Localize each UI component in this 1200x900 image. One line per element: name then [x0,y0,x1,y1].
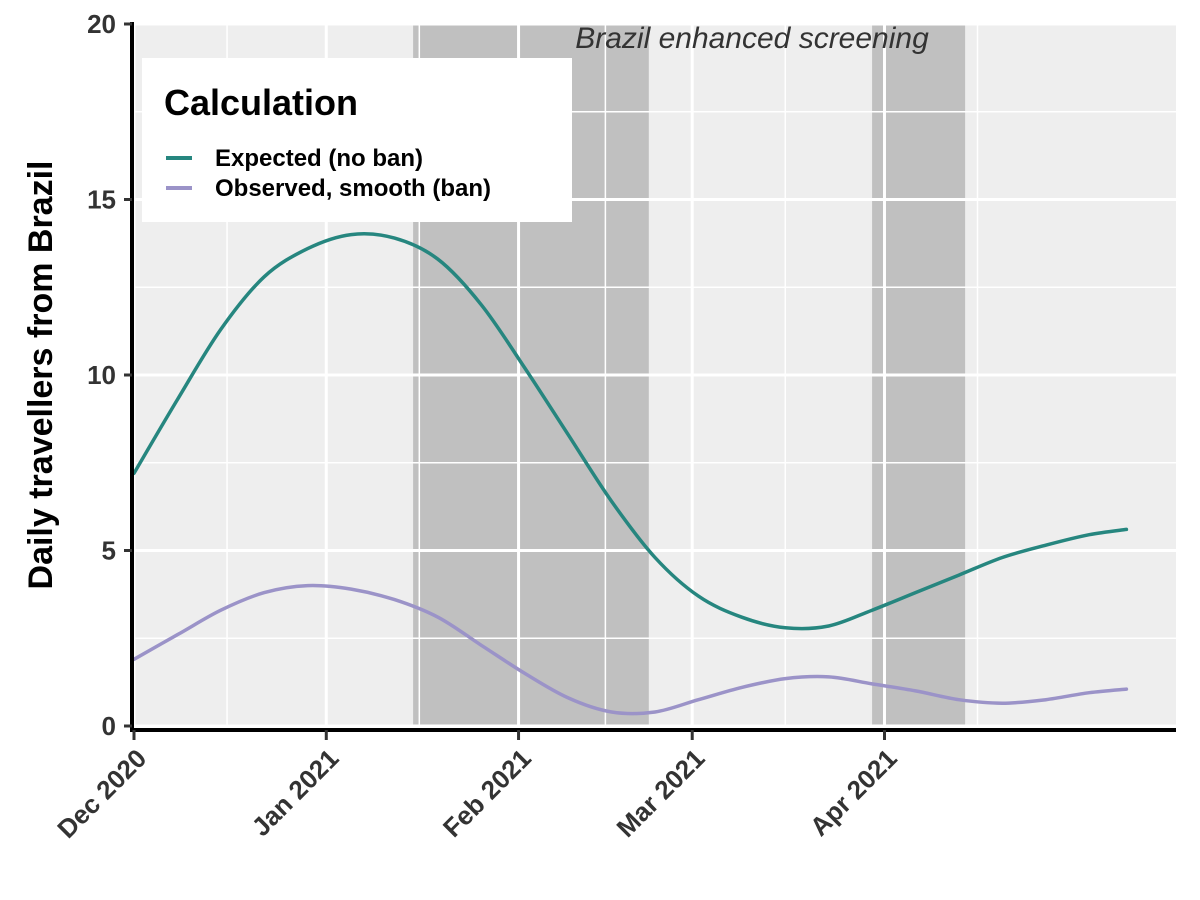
series-line-0 [132,232,1129,631]
x-tick-label: Apr 2021 [804,743,903,842]
y-tick-label: 0 [102,711,116,741]
grid [132,22,1176,728]
legend-label: Observed, smooth (ban) [215,175,491,202]
legend-items: Expected (no ban) Observed, smooth (ban) [166,145,491,202]
x-tick-label: Feb 2021 [437,743,537,843]
x-ticks: Dec 2020 Jan 2021 Feb 2021 Mar 2021 Apr 2021 [51,730,903,844]
legend-label: Expected (no ban) [215,145,423,172]
y-tick-label: 20 [87,9,116,39]
legend: Calculation Expected (no ban) Observed, s… [142,58,572,222]
y-tick-label: 15 [87,185,116,215]
y-tick-label: 5 [102,536,116,566]
annotation-text: Brazil enhanced screening [575,22,929,55]
series-line-1 [132,583,1129,716]
x-tick-label: Mar 2021 [611,743,711,843]
legend-box [142,58,572,222]
y-tick-label: 10 [87,360,116,390]
series-lines [132,232,1129,716]
y-ticks: 0 5 10 15 20 [87,9,132,741]
legend-title: Calculation [164,82,358,123]
y-axis-title: Daily travellers from Brazil [22,161,60,590]
x-tick-label: Jan 2021 [246,743,345,842]
x-tick-label: Dec 2020 [51,743,152,844]
